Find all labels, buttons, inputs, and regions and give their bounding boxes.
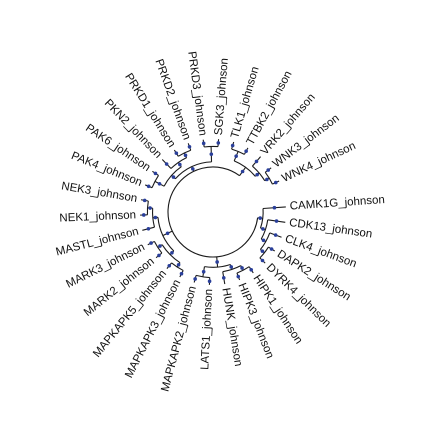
internal-0-dot [165, 231, 170, 236]
leaf-label-sgk3: SGK3_johnson [213, 58, 231, 136]
leaf-label-camk1g: CAMK1G_johnson [289, 194, 385, 213]
internal-2-dot [261, 238, 266, 243]
leaf-label-hunk: HUNK_johnson [219, 287, 244, 367]
internal-13-dot [148, 206, 152, 210]
internal-18-arc [170, 157, 187, 169]
node-dot-dyrk4 [260, 258, 265, 263]
node-dot-vrk2 [254, 159, 259, 164]
node-dot-hipk1 [249, 268, 254, 272]
internal-15-arc [174, 161, 212, 180]
internal-5-dot [201, 269, 206, 274]
leaf-label-nek3: NEK3_johnson [60, 180, 138, 205]
node-dot-prkd1 [174, 151, 179, 155]
internal-0-arc [167, 166, 259, 258]
internal-9-dot [170, 250, 174, 255]
internal-8-arc [195, 274, 210, 279]
internal-0-dot [240, 169, 245, 174]
internal-9-arc [157, 217, 175, 252]
internal-23-dot [265, 177, 269, 182]
internal-15-dot [209, 152, 214, 156]
node-dot-mapkapk3 [179, 271, 184, 276]
internal-16-arc [163, 166, 182, 187]
node-dot-cdk13 [274, 219, 279, 223]
internal-3-dot [260, 249, 265, 253]
node-dot-lats1 [207, 279, 212, 284]
internal-17-arc [151, 175, 159, 188]
node-dot-dapk2 [269, 247, 274, 251]
internal-10-dot [158, 244, 162, 248]
node-dot-mapkapk2 [193, 277, 197, 281]
node-dot-mapkapk5 [167, 263, 172, 268]
internal-0-dot [191, 167, 195, 171]
leaf-label-nek1: NEK1_johnson [59, 209, 136, 224]
internal-15-dot [171, 175, 176, 179]
internal-16-dot [157, 181, 162, 186]
node-dot-mark2 [157, 253, 161, 258]
node-dot-tlk1 [230, 143, 235, 148]
internal-1-dot [261, 227, 265, 231]
node-dot-mark3 [149, 241, 153, 245]
leaf-label-prkd3: PRKD3_johnson [185, 51, 208, 137]
tree-nodes [141, 141, 279, 284]
node-dot-pak4 [146, 184, 151, 189]
internal-21-arc [233, 160, 256, 177]
node-dot-prkd2 [187, 145, 192, 149]
node-dot-clk4 [273, 233, 278, 237]
node-dot-pkn2 [164, 162, 169, 166]
node-dot-pak6 [153, 171, 158, 176]
internal-5-dot [229, 265, 234, 269]
internal-0-dot [215, 260, 219, 264]
node-dot-prkd3 [201, 141, 206, 146]
internal-10-dot [176, 263, 181, 267]
node-dot-sgk3 [216, 141, 221, 145]
internal-20-arc [204, 145, 219, 148]
node-dot-hipk3 [236, 274, 241, 279]
internal-6-dot [240, 266, 244, 270]
internal-21-dot [255, 172, 259, 177]
tree-branches [140, 139, 286, 285]
node-dot-camk1g [272, 205, 277, 210]
node-dot-mastl [146, 226, 151, 231]
internal-18-dot [183, 153, 188, 158]
internal-0-dot [258, 216, 262, 220]
leaf-labels: CAMK1G_johnsonCDK13_johnsonCLK4_johnsonD… [55, 51, 386, 393]
internal-16-dot [178, 162, 182, 167]
leaf-label-lats1: LATS1_johnson [199, 289, 215, 370]
internal-6-arc [222, 265, 242, 273]
node-dot-nek1 [141, 213, 146, 217]
internal-5-arc [204, 263, 231, 268]
internal-22-arc [231, 148, 245, 155]
node-dot-wnk3 [266, 168, 271, 172]
internal-9-dot [153, 215, 158, 220]
internal-1-arc [259, 208, 264, 229]
node-dot-nek3 [142, 198, 147, 203]
node-dot-ttbk2 [244, 149, 248, 153]
node-dot-wnk4 [273, 180, 278, 185]
node-dot-hunk [221, 276, 226, 280]
internal-21-dot [234, 154, 238, 158]
